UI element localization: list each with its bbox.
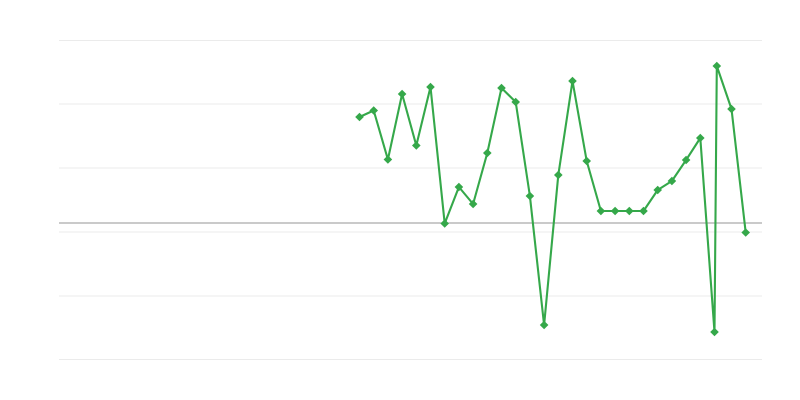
data-point-marker xyxy=(696,133,705,143)
series-line-group xyxy=(358,64,747,334)
data-point-marker xyxy=(596,206,606,216)
data-point-marker xyxy=(667,176,677,186)
data-point-marker xyxy=(497,83,506,93)
data-point-marker xyxy=(525,191,535,201)
data-point-marker xyxy=(397,89,407,99)
data-point-marker xyxy=(727,104,736,114)
data-point-marker xyxy=(712,61,722,71)
data-point-marker xyxy=(610,206,620,216)
data-point-marker xyxy=(355,112,364,122)
data-point-marker xyxy=(539,320,549,330)
data-point-marker xyxy=(653,185,662,195)
data-point-marker xyxy=(568,76,577,86)
data-point-marker xyxy=(639,206,648,216)
data-point-marker xyxy=(369,106,378,115)
data-point-marker xyxy=(440,219,449,228)
data-point-marker xyxy=(741,228,750,237)
data-point-marker xyxy=(454,182,464,192)
data-point-marker xyxy=(412,141,421,150)
data-point-marker xyxy=(710,327,719,337)
data-point-marker xyxy=(511,97,520,107)
series-line xyxy=(358,64,747,334)
data-point-marker xyxy=(554,170,563,180)
data-point-marker xyxy=(426,82,435,92)
data-point-marker xyxy=(625,206,634,216)
data-point-marker xyxy=(468,199,478,209)
series-markers-group xyxy=(355,61,750,337)
gridlines-group xyxy=(59,39,762,361)
data-point-marker xyxy=(483,148,492,158)
data-point-marker xyxy=(383,155,393,164)
data-point-marker xyxy=(681,155,691,165)
data-point-marker xyxy=(582,156,591,166)
